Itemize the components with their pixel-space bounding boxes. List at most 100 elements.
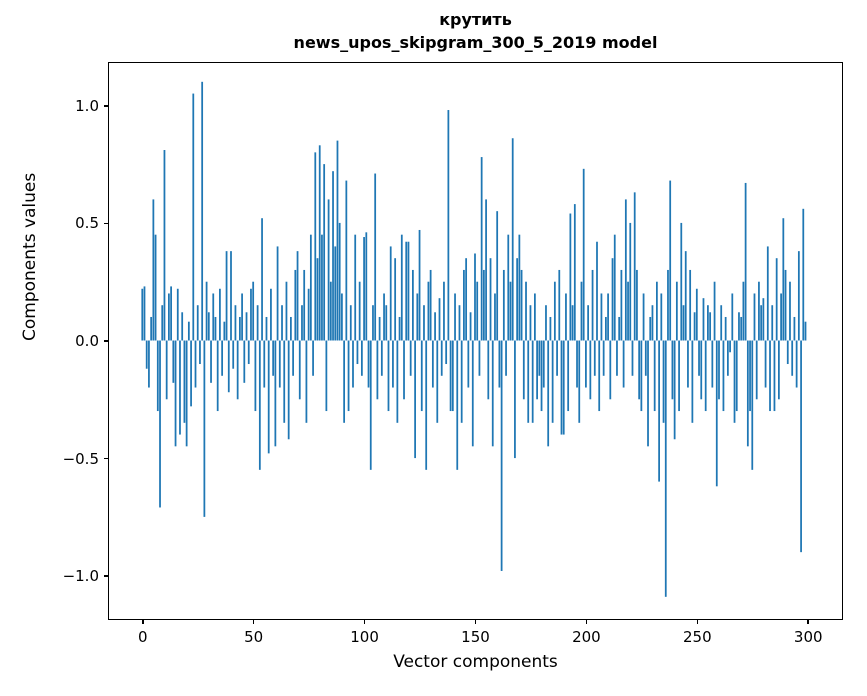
bar [553, 281, 556, 341]
bar [321, 234, 323, 341]
bar [480, 157, 483, 341]
bar [471, 340, 474, 447]
bar [400, 234, 403, 341]
bar [702, 298, 705, 341]
bar [423, 305, 425, 341]
bar [766, 246, 769, 341]
bar [443, 281, 445, 341]
bar [254, 340, 257, 412]
bar [580, 281, 583, 341]
bar [491, 340, 494, 447]
bar [656, 281, 658, 341]
bar [485, 199, 487, 341]
bar [667, 269, 669, 341]
bar [715, 340, 718, 487]
bar [267, 340, 270, 454]
x-tick-label: 100 [350, 628, 379, 646]
bar [141, 288, 144, 341]
bar [292, 340, 294, 376]
bar [613, 234, 616, 341]
bar [325, 340, 328, 412]
bar [285, 281, 288, 341]
bar [744, 182, 747, 341]
bar [192, 93, 195, 341]
y-tick-label: −1.0 [62, 567, 99, 586]
bar [247, 340, 250, 365]
bar [596, 241, 598, 341]
bar [414, 340, 416, 459]
bar [431, 340, 434, 388]
bar [718, 340, 720, 400]
bar [773, 340, 776, 412]
bar [514, 340, 516, 459]
bar [569, 213, 572, 341]
bar [689, 269, 692, 341]
bar [585, 340, 587, 388]
bar [250, 288, 252, 341]
bar [385, 305, 388, 341]
bar [618, 316, 621, 341]
bar [629, 222, 632, 341]
bar [270, 288, 272, 341]
bar [520, 269, 523, 341]
bar [502, 269, 505, 341]
bar [729, 340, 731, 353]
x-tick-mark [807, 620, 809, 624]
bar [418, 229, 421, 341]
bar [241, 293, 243, 341]
bar [380, 340, 383, 376]
bar [303, 269, 306, 341]
bar [374, 173, 377, 341]
bar [358, 281, 361, 341]
bar [534, 293, 536, 341]
bar [398, 316, 401, 341]
bar [778, 340, 780, 400]
bar [174, 340, 177, 447]
bar [602, 340, 605, 376]
bar [742, 281, 745, 341]
bar [631, 340, 634, 376]
bar [760, 305, 763, 341]
bar [507, 234, 510, 341]
bar [420, 340, 423, 412]
bar [547, 340, 550, 447]
bar [782, 218, 785, 341]
bar [165, 340, 168, 400]
bar [556, 340, 558, 376]
bar [332, 171, 334, 341]
bar [664, 340, 667, 597]
bar [372, 305, 374, 341]
bar [305, 340, 308, 423]
x-tick-label: 0 [137, 628, 148, 646]
bar [219, 288, 221, 341]
bar [389, 246, 392, 341]
bar [797, 251, 800, 341]
bar [168, 293, 170, 341]
bar [627, 281, 629, 341]
bar [256, 305, 259, 341]
bar [800, 340, 802, 553]
bar [190, 340, 192, 407]
bar [352, 340, 354, 388]
bar [230, 251, 232, 341]
bar [542, 340, 545, 388]
bar [201, 81, 204, 341]
bar [347, 340, 350, 412]
chart-title-model: news_upos_skipgram_300_5_2019 model [293, 33, 658, 52]
bar [720, 305, 723, 341]
bar [263, 340, 266, 388]
bar [587, 305, 590, 341]
bar [383, 293, 385, 341]
bar [349, 305, 352, 341]
bar [669, 180, 672, 341]
bar [684, 251, 687, 341]
bar [458, 305, 461, 341]
bar [804, 321, 807, 341]
bar [407, 241, 410, 341]
bar [243, 340, 246, 383]
bar [154, 234, 157, 341]
bar [238, 316, 241, 341]
bar [176, 288, 179, 341]
bar [529, 305, 532, 341]
bar [786, 340, 789, 365]
